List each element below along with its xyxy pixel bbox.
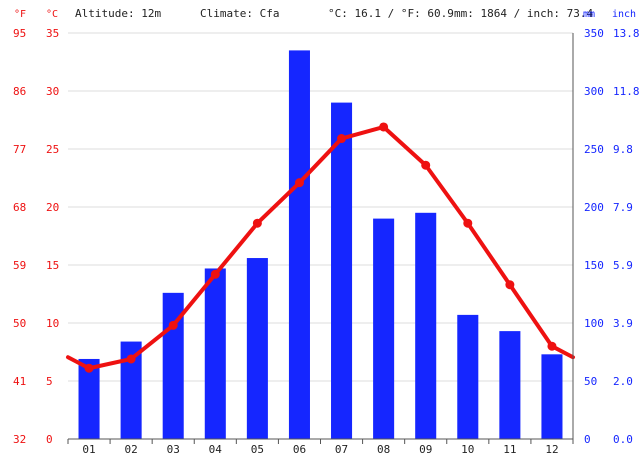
inch-unit-label: inch — [612, 9, 636, 20]
temperature-point — [421, 160, 431, 170]
precipitation-bar — [78, 358, 100, 439]
mm-tick-label: 0 — [584, 433, 591, 446]
month-tick-label: 07 — [335, 443, 348, 456]
precipitation-bar — [246, 258, 268, 439]
mm-tick-label: 300 — [584, 85, 604, 98]
temperature-line — [66, 122, 575, 373]
celsius-tick-label: 5 — [46, 375, 53, 388]
precipitation-bars — [78, 50, 563, 440]
month-tick-label: 05 — [251, 443, 264, 456]
temperature-point — [126, 354, 136, 364]
temperature-point — [294, 178, 304, 188]
precipitation-bar — [541, 354, 563, 439]
mm-tick-label: 100 — [584, 317, 604, 330]
precipitation-bar — [120, 341, 142, 439]
mm-unit-label: mm — [583, 9, 595, 20]
inch-tick-label: 9.8 — [613, 143, 633, 156]
mm-tick-label: 50 — [584, 375, 597, 388]
fahrenheit-unit-label: °F — [14, 9, 26, 20]
month-tick-label: 08 — [377, 443, 390, 456]
precipitation-bar — [204, 268, 226, 439]
temperature-point — [379, 122, 389, 132]
month-tick-label: 01 — [82, 443, 95, 456]
grid-lines — [68, 32, 573, 382]
fahrenheit-tick-label: 50 — [13, 317, 26, 330]
celsius-tick-label: 15 — [46, 259, 59, 272]
month-tick-label: 04 — [209, 443, 223, 456]
axes: 32 0 0 0.0 41 5 50 2.0 50 10 100 3.9 59 15 150 5.9 68 20 2… — [13, 27, 640, 456]
month-tick-label: 06 — [293, 443, 306, 456]
month-tick-label: 03 — [167, 443, 180, 456]
celsius-tick-label: 10 — [46, 317, 59, 330]
inch-tick-label: 7.9 — [613, 201, 633, 214]
fahrenheit-tick-label: 95 — [13, 27, 26, 40]
temperature-line-path — [66, 124, 575, 371]
celsius-tick-label: 20 — [46, 201, 59, 214]
temperature-point — [252, 218, 262, 228]
precipitation-bar — [288, 50, 310, 440]
month-tick-label: 11 — [503, 443, 516, 456]
month-tick-label: 02 — [125, 443, 138, 456]
precipitation-bar — [499, 331, 521, 439]
mm-tick-label: 200 — [584, 201, 604, 214]
temperature-point — [463, 218, 473, 228]
precipitation-total-label: mm: 1864 / inch: 73.4 — [454, 7, 593, 20]
fahrenheit-tick-label: 77 — [13, 143, 26, 156]
temperature-point — [168, 320, 178, 330]
inch-tick-label: 11.8 — [613, 85, 640, 98]
precipitation-bar — [331, 102, 353, 439]
inch-tick-label: 2.0 — [613, 375, 633, 388]
temperature-average-label: °C: 16.1 / °F: 60.9 — [328, 7, 454, 20]
temperature-point — [547, 341, 557, 351]
month-tick-label: 10 — [461, 443, 474, 456]
precipitation-bar — [415, 212, 437, 439]
inch-tick-label: 13.8 — [613, 27, 640, 40]
precipitation-bar — [457, 314, 479, 439]
fahrenheit-tick-label: 68 — [13, 201, 26, 214]
altitude-label: Altitude: 12m — [75, 7, 161, 20]
celsius-tick-label: 35 — [46, 27, 59, 40]
celsius-unit-label: °C — [46, 9, 58, 20]
precipitation-bar — [373, 218, 395, 439]
fahrenheit-tick-label: 41 — [13, 375, 26, 388]
month-tick-label: 09 — [419, 443, 432, 456]
inch-tick-label: 5.9 — [613, 259, 633, 272]
fahrenheit-tick-label: 86 — [13, 85, 26, 98]
inch-tick-label: 3.9 — [613, 317, 633, 330]
mm-tick-label: 150 — [584, 259, 604, 272]
temperature-point — [505, 280, 515, 290]
climate-label: Climate: Cfa — [200, 7, 279, 20]
temperature-point — [337, 134, 347, 144]
month-tick-label: 12 — [545, 443, 558, 456]
temperature-point — [210, 269, 220, 279]
mm-tick-label: 250 — [584, 143, 604, 156]
celsius-tick-label: 30 — [46, 85, 59, 98]
celsius-tick-label: 25 — [46, 143, 59, 156]
mm-tick-label: 350 — [584, 27, 604, 40]
temperature-point — [84, 363, 94, 373]
fahrenheit-tick-label: 59 — [13, 259, 26, 272]
celsius-tick-label: 0 — [46, 433, 53, 446]
fahrenheit-tick-label: 32 — [13, 433, 26, 446]
inch-tick-label: 0.0 — [613, 433, 633, 446]
